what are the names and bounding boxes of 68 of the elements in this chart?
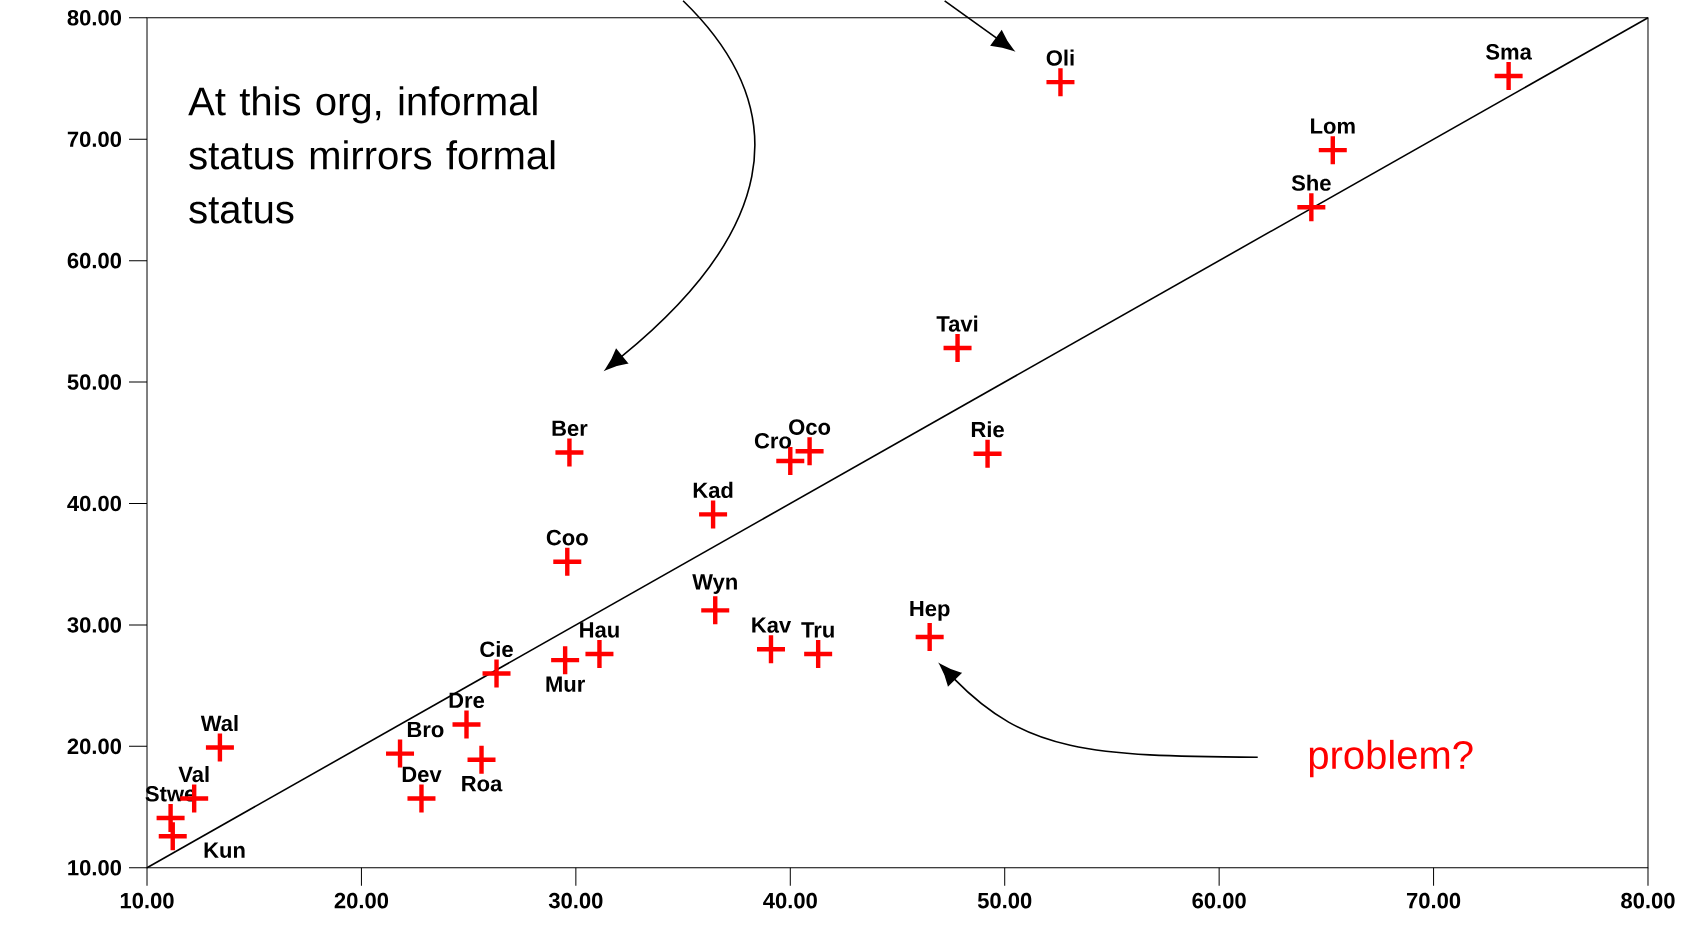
y-tick-label: 10.00 — [68, 860, 122, 876]
annotation: She — [1291, 174, 1331, 191]
point — [1297, 193, 1326, 222]
annotation: Hep — [910, 601, 950, 621]
annotation: Coo — [546, 529, 588, 546]
y-tick-label: 80.00 — [67, 10, 122, 26]
annotation: Wal — [200, 715, 238, 732]
y-tick-label: 60.00 — [67, 252, 122, 269]
annotation: Lom — [1311, 118, 1355, 134]
point — [776, 447, 805, 476]
annotation: problem? — [1309, 739, 1473, 778]
x-tick-label: 20.00 — [334, 892, 389, 909]
point — [553, 547, 582, 576]
point — [1046, 68, 1075, 97]
annotation: Tru — [801, 622, 834, 638]
point — [386, 739, 415, 768]
x-tick-label: 40.00 — [763, 892, 817, 909]
point — [973, 439, 1002, 468]
point — [701, 596, 730, 625]
x-tick-label: 30.00 — [548, 892, 603, 909]
x-tick-label: 70.00 — [1406, 892, 1461, 909]
point — [756, 635, 785, 664]
annotation: Oco — [789, 419, 831, 435]
point — [158, 822, 187, 851]
x-tick-label: 60.00 — [1192, 892, 1246, 909]
annotation: Cie — [480, 641, 513, 658]
x-tick-label: 80.00 — [1621, 892, 1675, 909]
y-tick-label: 70.00 — [67, 131, 122, 148]
annotation: Sma — [1486, 44, 1532, 60]
point — [804, 640, 833, 669]
annotation: Val — [178, 766, 209, 783]
annotation: Dre — [449, 692, 485, 709]
annotation: Kav — [752, 617, 792, 633]
y-tick-label: 20.00 — [67, 738, 122, 755]
point — [452, 710, 481, 739]
point — [156, 804, 185, 833]
annotation: Mur — [546, 676, 585, 692]
annotation: Dev — [402, 766, 442, 783]
annotation: Cro — [754, 433, 792, 449]
point — [205, 733, 234, 762]
point — [467, 745, 496, 774]
annotation: Hau — [580, 622, 619, 638]
annotation: Oli — [1046, 49, 1074, 66]
annotation: Tavi — [936, 315, 978, 332]
y-tick-label: 30.00 — [67, 617, 122, 633]
point — [551, 646, 580, 675]
point — [795, 437, 824, 466]
point — [943, 334, 972, 363]
point — [482, 659, 511, 688]
point — [1318, 136, 1347, 165]
annotation: Rie — [971, 421, 1004, 438]
point — [1494, 62, 1523, 91]
annotation: Kad — [693, 481, 733, 499]
point — [585, 640, 614, 669]
annotation: Roa — [462, 776, 503, 792]
annotation: Ber — [552, 420, 588, 437]
y-tick-label: 50.00 — [67, 374, 122, 390]
annotation: Kun — [204, 842, 245, 859]
point — [915, 623, 944, 652]
annotation: At this org, informal status mirrors formal status — [188, 86, 555, 224]
point — [407, 784, 436, 813]
point — [699, 500, 728, 529]
annotation: Bro — [407, 722, 444, 738]
x-tick-label: 10.00 — [120, 892, 174, 909]
point — [555, 438, 584, 467]
annotation: Wyn — [692, 574, 737, 595]
y-tick-label: 40.00 — [67, 495, 122, 512]
x-tick-label: 50.00 — [977, 892, 1032, 909]
